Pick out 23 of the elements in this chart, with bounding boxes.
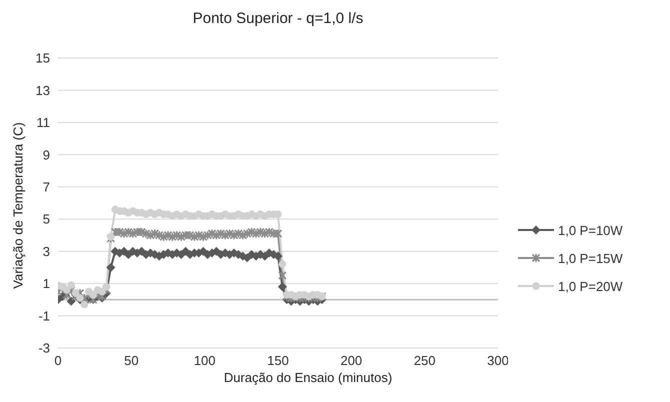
y-tick-label: -3 xyxy=(38,340,50,356)
x-tick-label: 250 xyxy=(414,353,436,368)
x-tick-label: 0 xyxy=(54,353,62,368)
legend-label: 1,0 P=15W xyxy=(558,250,623,266)
x-tick-label: 100 xyxy=(194,353,216,368)
x-tick-label: 200 xyxy=(340,353,362,368)
y-axis-title: Variação de Temperatura (C) xyxy=(10,121,26,291)
x-tick-label: 150 xyxy=(267,353,289,368)
x-tick-label: 300 xyxy=(487,353,509,368)
chart-title: Ponto Superior - q=1,0 l/s xyxy=(192,10,364,27)
x-axis-title: Duração do Ensaio (minutos) xyxy=(222,370,394,385)
y-tick-label: 1 xyxy=(42,276,50,292)
y-tick-label: -1 xyxy=(38,308,50,324)
legend-label: 1,0 P=20W xyxy=(558,278,623,294)
y-tick-label: 7 xyxy=(42,180,50,195)
y-tick-label: 5 xyxy=(42,212,50,227)
legend-label: 1,0 P=10W xyxy=(558,222,623,238)
x-tick-label: 50 xyxy=(124,353,139,368)
y-tick-label: 13 xyxy=(36,82,50,98)
y-tick-label: 15 xyxy=(36,50,50,66)
y-tick-label: 11 xyxy=(36,115,50,130)
y-tick-label: 3 xyxy=(42,244,50,259)
y-tick-label: 9 xyxy=(42,147,50,162)
